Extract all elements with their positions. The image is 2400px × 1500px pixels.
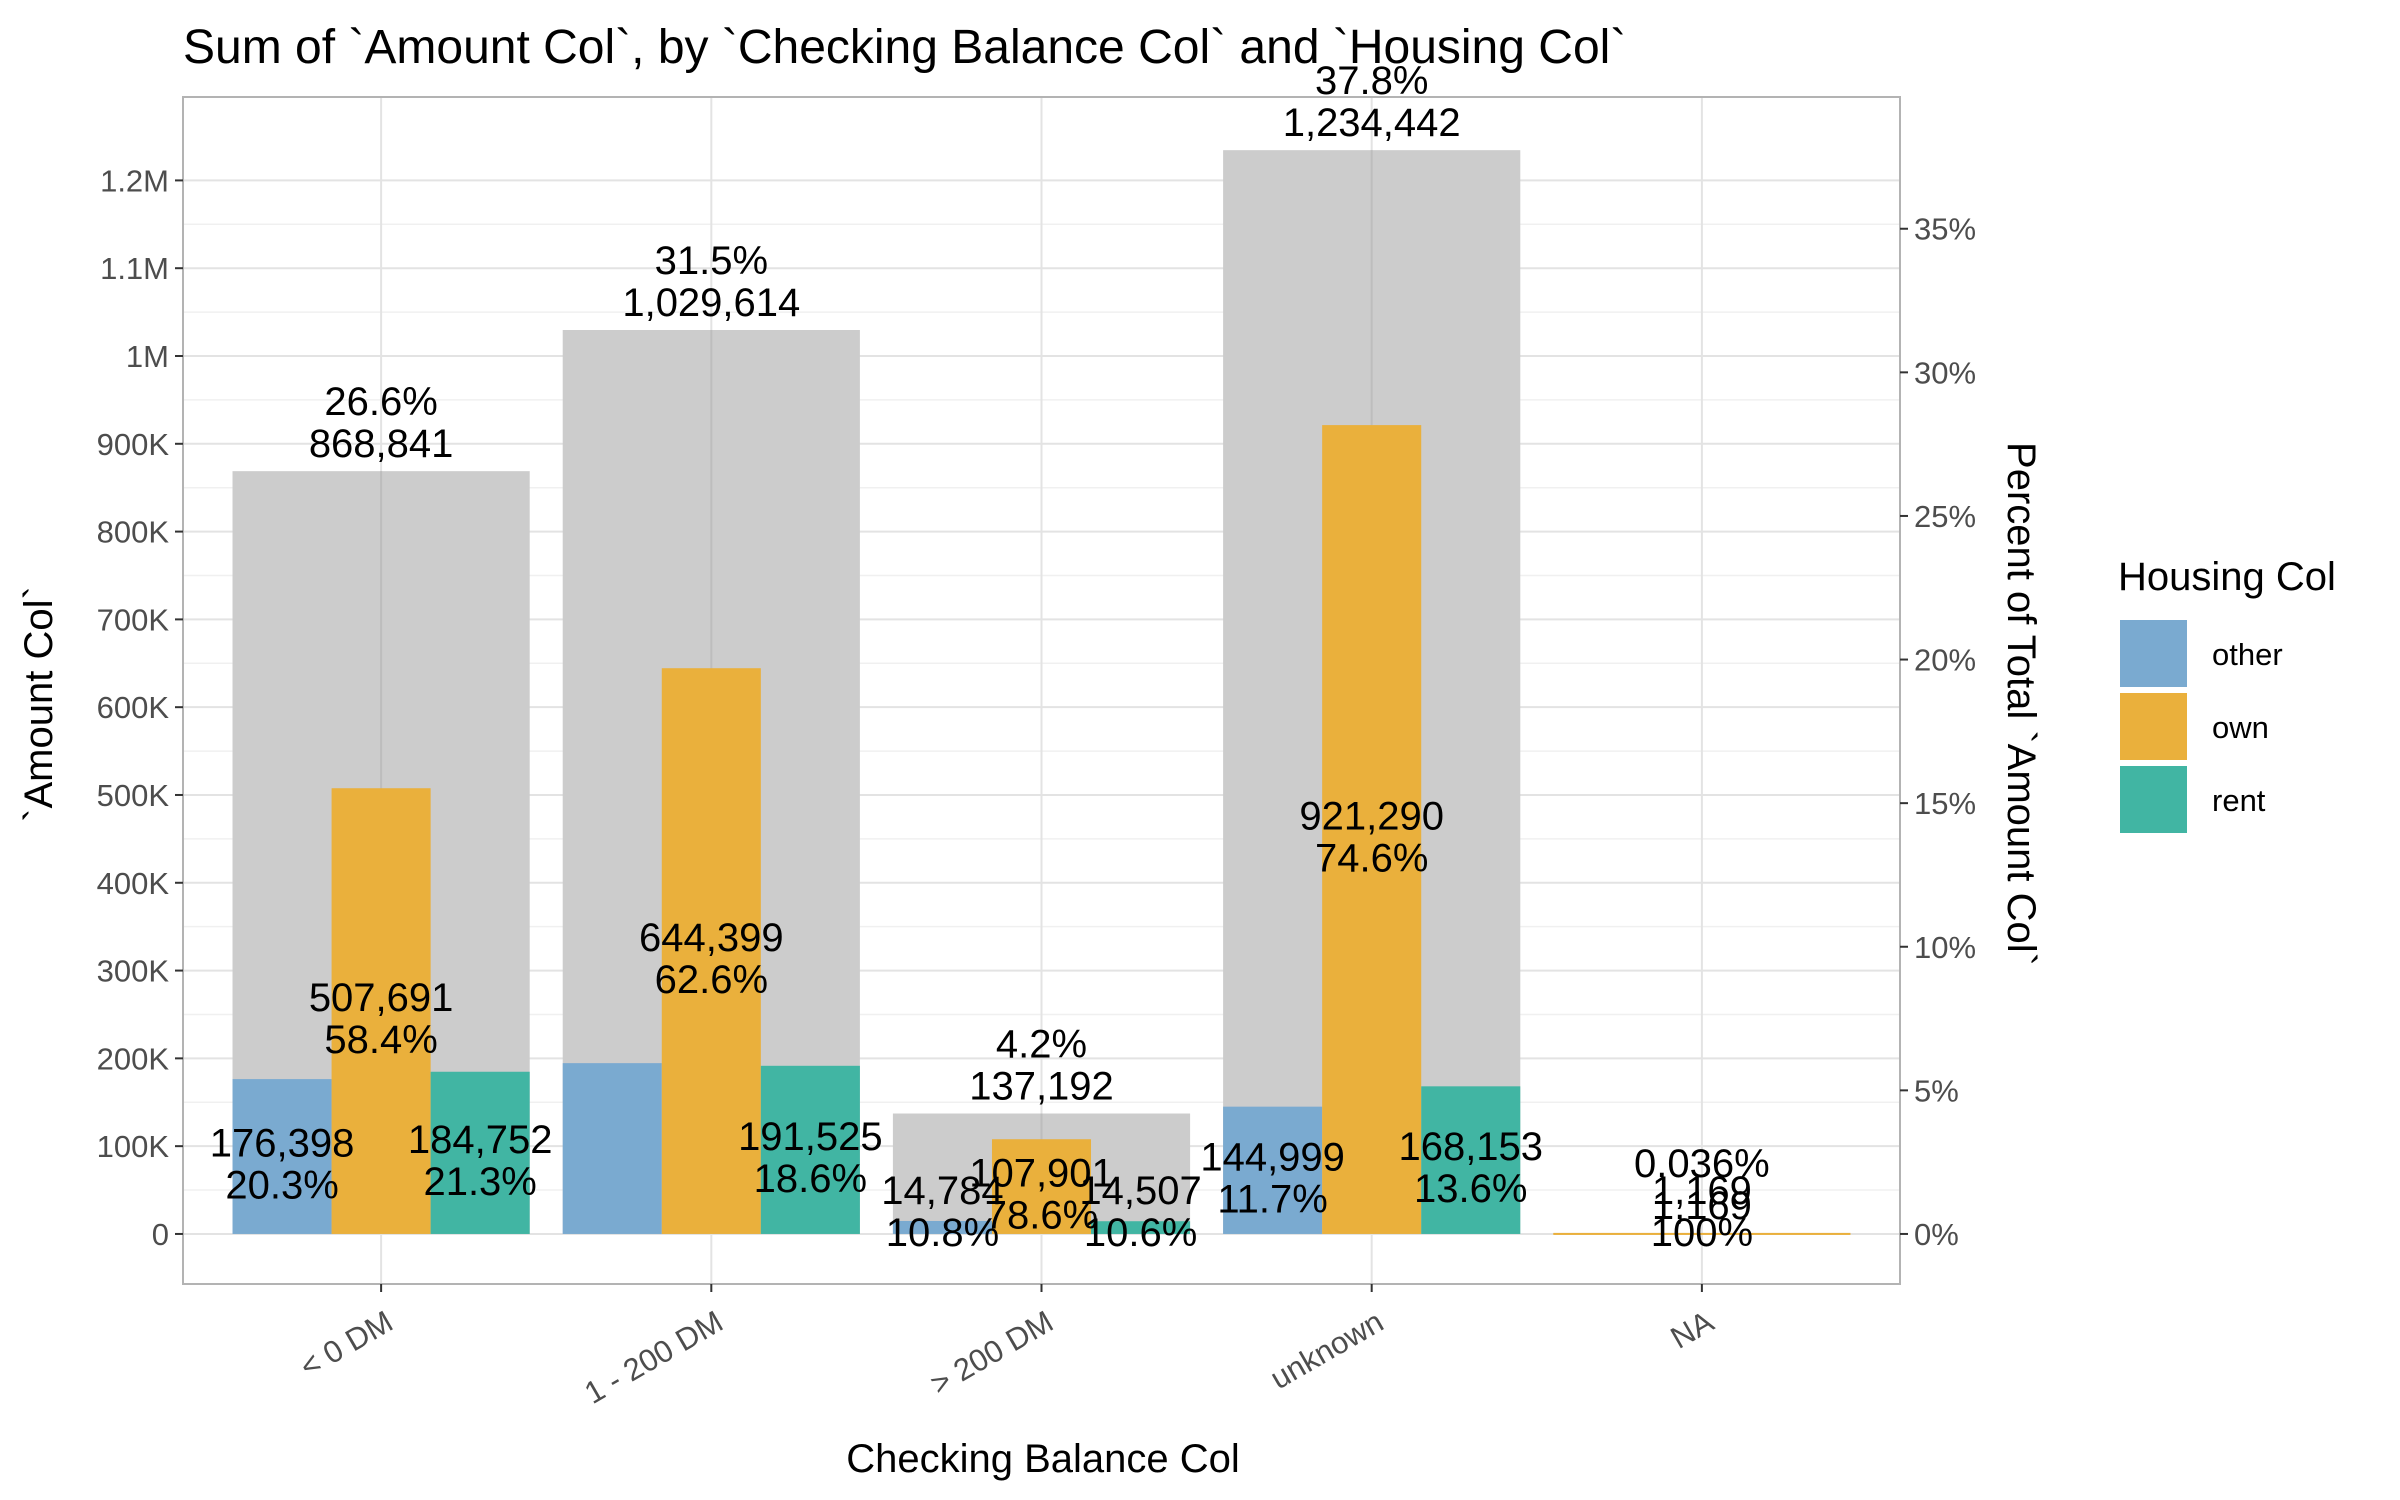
- chart-title: Sum of `Amount Col`, by `Checking Balanc…: [183, 21, 1626, 74]
- y2-tick-label: 35%: [1914, 212, 1976, 247]
- bar-value-label: 184,752: [408, 1118, 553, 1162]
- bar-own: [991, 1139, 1092, 1234]
- bar-pct-label: 74.6%: [1315, 837, 1428, 881]
- y2-tick-label: 10%: [1914, 930, 1976, 965]
- x-tick-label: < 0 DM: [294, 1304, 399, 1385]
- total-pct-label: 0.036%: [1634, 1142, 1770, 1186]
- bar-other: [562, 1063, 662, 1234]
- x-tick-label: > 200 DM: [924, 1304, 1059, 1402]
- legend-label-own: own: [2212, 710, 2269, 745]
- x-tick-label: unknown: [1264, 1304, 1389, 1396]
- bar-pct-label: 100%: [1651, 1211, 1753, 1255]
- x-tick-label: NA: [1665, 1304, 1720, 1356]
- bar-value-label: 921,290: [1299, 795, 1444, 839]
- y-tick-label: 600K: [97, 690, 170, 725]
- y2-tick-label: 5%: [1914, 1073, 1959, 1108]
- bar-other: [1223, 1106, 1323, 1234]
- bar-value-label: 107,901: [969, 1152, 1114, 1196]
- y-tick-label: 700K: [97, 602, 170, 637]
- data-labels: 26.6%868,841 31.5%1,029,614 4.2%137,192 37.…: [210, 59, 1770, 1255]
- bar-value-label: 14,784: [881, 1169, 1003, 1213]
- y-tick-label: 800K: [97, 515, 170, 550]
- bar-pct-label: 13.6%: [1414, 1167, 1527, 1211]
- bar-value-label: 191,525: [738, 1115, 883, 1159]
- bar-pct-label: 78.6%: [985, 1194, 1098, 1238]
- bar-other: [232, 1079, 332, 1234]
- bar-pct-label: 11.7%: [1217, 1177, 1327, 1221]
- bar-value-label: 144,999: [1200, 1135, 1345, 1179]
- total-pct-label: 37.8%: [1315, 59, 1428, 103]
- legend-key-other: [2120, 620, 2187, 687]
- y2-tick-label: 30%: [1914, 355, 1976, 390]
- bar-rent: [760, 1065, 860, 1234]
- legend-key-rent: [2120, 766, 2187, 833]
- bar-value-label: 644,399: [639, 916, 784, 960]
- bar-pct-label: 10.8%: [886, 1211, 999, 1255]
- bar-rent: [430, 1071, 530, 1234]
- legend-label-rent: rent: [2212, 783, 2266, 818]
- y-tick-label: 1M: [126, 339, 169, 374]
- y-tick-label: 1.2M: [100, 163, 169, 198]
- bar-own: [331, 788, 431, 1234]
- y2-tick-label: 0%: [1914, 1217, 1959, 1252]
- y2-tick-label: 25%: [1914, 499, 1976, 534]
- bar-rent: [1091, 1221, 1191, 1234]
- total-value-label: 137,192: [969, 1065, 1114, 1109]
- y-tick-label: 900K: [97, 427, 170, 462]
- y-tick-label: 300K: [97, 954, 170, 989]
- y-tick-label: 0: [152, 1217, 169, 1252]
- bar-other: [892, 1220, 992, 1234]
- total-value-label: 868,841: [309, 422, 454, 466]
- y2-axis-title: Percent of Total `Amount Col`: [1999, 442, 2043, 966]
- total-pct-label: 31.5%: [655, 239, 768, 283]
- legend-key-own: [2120, 693, 2187, 760]
- bar-value-label: 14,507: [1079, 1169, 1201, 1213]
- total-pct-label: 26.6%: [324, 380, 437, 424]
- bar-rent: [1421, 1086, 1521, 1234]
- total-pct-label: 4.2%: [996, 1023, 1087, 1067]
- bar-pct-label: 62.6%: [655, 958, 768, 1002]
- bar-value-label: 176,398: [210, 1122, 355, 1166]
- legend: Housing Col other own rent: [2118, 555, 2336, 833]
- bar-pct-label: 21.3%: [423, 1160, 536, 1204]
- x-tick-label: 1 - 200 DM: [579, 1304, 729, 1411]
- total-value-label: 1,234,442: [1283, 101, 1461, 145]
- bar-value-label: 1,169: [1652, 1169, 1752, 1213]
- total-value-label: 1,029,614: [622, 281, 800, 325]
- y-tick-label: 100K: [97, 1129, 170, 1164]
- y2-tick-label: 20%: [1914, 643, 1976, 678]
- y-tick-label: 400K: [97, 866, 170, 901]
- bar-own: [1322, 425, 1422, 1234]
- bar-pct-label: 20.3%: [225, 1164, 338, 1208]
- y2-tick-label: 15%: [1914, 786, 1976, 821]
- y-tick-label: 200K: [97, 1041, 170, 1076]
- y-tick-label: 500K: [97, 778, 170, 813]
- legend-title: Housing Col: [2118, 555, 2336, 599]
- bar-value-label: 168,153: [1398, 1125, 1543, 1169]
- bar-own: [661, 668, 761, 1234]
- legend-label-other: other: [2212, 637, 2283, 672]
- y-tick-label: 1.1M: [100, 251, 169, 286]
- bar-pct-label: 58.4%: [324, 1018, 437, 1062]
- bar-value-label: 507,691: [309, 976, 454, 1020]
- bar-pct-label: 10.6%: [1084, 1211, 1197, 1255]
- bars: [232, 150, 1851, 1235]
- y-axis-title: `Amount Col`: [17, 586, 61, 822]
- x-axis-title: Checking Balance Col: [846, 1437, 1240, 1481]
- total-value-label: 1,169: [1652, 1184, 1752, 1228]
- bar-pct-label: 18.6%: [754, 1157, 867, 1201]
- bar-own: [1553, 1232, 1851, 1235]
